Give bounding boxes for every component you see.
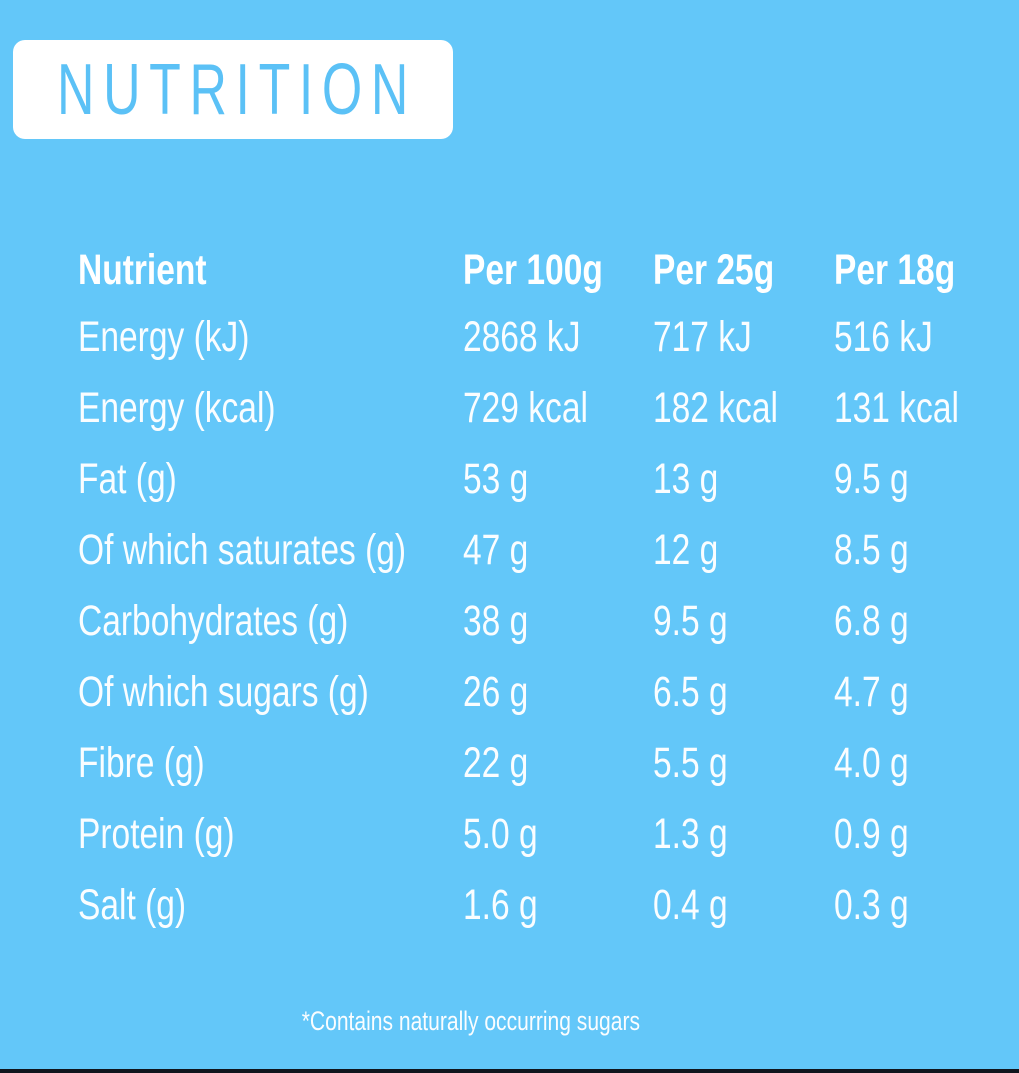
cell-value: 8.5 g — [834, 526, 909, 574]
row-label: Of which sugars (g) — [78, 668, 369, 716]
row-label: Fibre (g) — [78, 739, 205, 787]
cell-value: 12 g — [653, 526, 719, 574]
table-row-saturates: Of which saturates (g) 47 g 12 g 8.5 g — [78, 515, 1008, 586]
nutrition-table: Nutrient Per 100g Per 25g Per 18g Energy… — [78, 238, 1008, 941]
column-header-per-25g: Per 25g — [653, 245, 775, 294]
cell-value: 2868 kJ — [463, 313, 581, 361]
cell-value: 516 kJ — [834, 313, 933, 361]
cell-value: 47 g — [463, 526, 529, 574]
column-header-per-100g: Per 100g — [463, 245, 603, 294]
column-header-nutrient: Nutrient — [78, 245, 207, 294]
cell-value: 1.3 g — [653, 810, 728, 858]
column-header-per-18g: Per 18g — [834, 245, 956, 294]
cell-value: 53 g — [463, 455, 529, 503]
row-label: Carbohydrates (g) — [78, 597, 349, 645]
table-row-carbohydrates: Carbohydrates (g) 38 g 9.5 g 6.8 g — [78, 586, 1008, 657]
bottom-bar — [0, 1069, 1019, 1073]
cell-value: 4.7 g — [834, 668, 909, 716]
row-label: Energy (kJ) — [78, 313, 250, 361]
table-row-fibre: Fibre (g) 22 g 5.5 g 4.0 g — [78, 728, 1008, 799]
table-row-protein: Protein (g) 5.0 g 1.3 g 0.9 g — [78, 799, 1008, 870]
cell-value: 0.4 g — [653, 881, 728, 929]
table-row-fat: Fat (g) 53 g 13 g 9.5 g — [78, 444, 1008, 515]
footnote: *Contains naturally occurring sugars — [0, 1006, 1019, 1037]
cell-value: 1.6 g — [463, 881, 538, 929]
table-row-salt: Salt (g) 1.6 g 0.4 g 0.3 g — [78, 870, 1008, 941]
cell-value: 0.9 g — [834, 810, 909, 858]
cell-value: 13 g — [653, 455, 719, 503]
cell-value: 5.5 g — [653, 739, 728, 787]
cell-value: 182 kcal — [653, 384, 778, 432]
cell-value: 0.3 g — [834, 881, 909, 929]
cell-value: 6.8 g — [834, 597, 909, 645]
cell-value: 6.5 g — [653, 668, 728, 716]
row-label: Fat (g) — [78, 455, 177, 503]
row-label: Salt (g) — [78, 881, 187, 929]
row-label: Of which saturates (g) — [78, 526, 407, 574]
cell-value: 729 kcal — [463, 384, 588, 432]
title-box: NUTRITION — [13, 40, 453, 139]
table-row-energy-kcal: Energy (kcal) 729 kcal 182 kcal 131 kcal — [78, 373, 1008, 444]
page-title: NUTRITION — [57, 50, 417, 130]
cell-value: 22 g — [463, 739, 529, 787]
cell-value: 26 g — [463, 668, 529, 716]
cell-value: 9.5 g — [834, 455, 909, 503]
table-row-sugars: Of which sugars (g) 26 g 6.5 g 4.7 g — [78, 657, 1008, 728]
table-row-energy-kj: Energy (kJ) 2868 kJ 717 kJ 516 kJ — [78, 302, 1008, 373]
cell-value: 131 kcal — [834, 384, 959, 432]
row-label: Energy (kcal) — [78, 384, 276, 432]
row-label: Protein (g) — [78, 810, 235, 858]
cell-value: 9.5 g — [653, 597, 728, 645]
cell-value: 5.0 g — [463, 810, 538, 858]
table-header-row: Nutrient Per 100g Per 25g Per 18g — [78, 238, 1008, 302]
cell-value: 38 g — [463, 597, 529, 645]
footnote-text: *Contains naturally occurring sugars — [301, 1006, 640, 1036]
cell-value: 717 kJ — [653, 313, 752, 361]
cell-value: 4.0 g — [834, 739, 909, 787]
